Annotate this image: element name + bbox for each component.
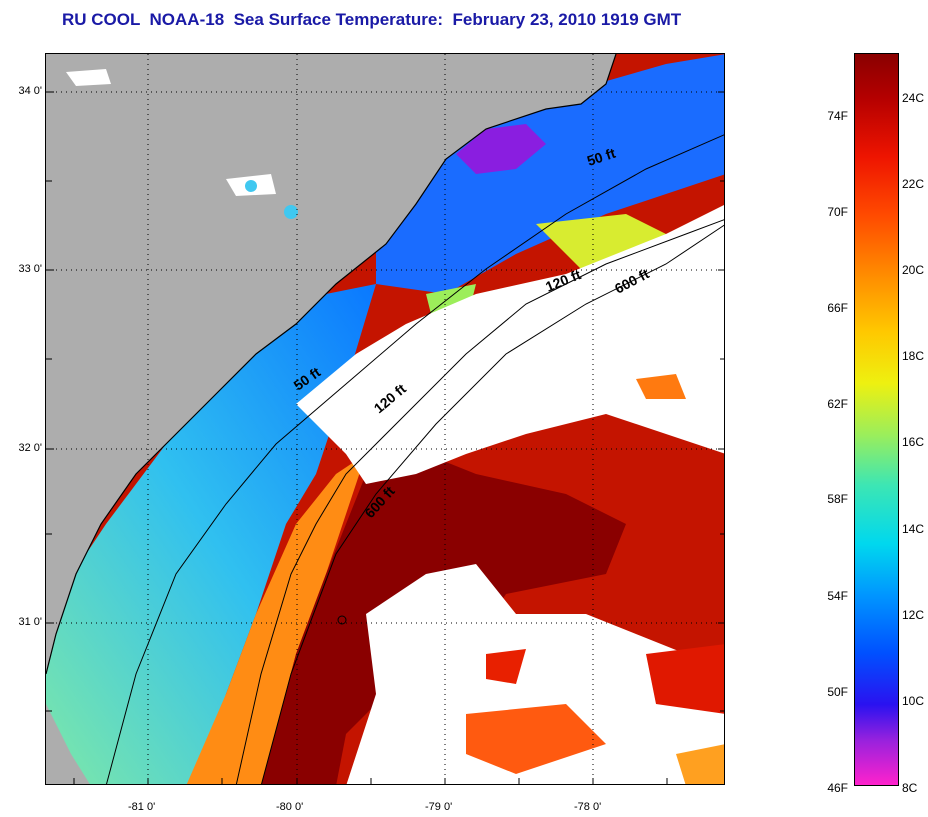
colorbar-c-label: 10C — [902, 694, 925, 708]
colorbar — [854, 53, 899, 786]
colorbar-f-label: 46F — [827, 781, 848, 795]
warm-patch-2 — [466, 704, 606, 774]
colorbar-f-label: 66F — [827, 301, 848, 315]
warm-patch-4 — [636, 374, 686, 399]
lon-label-81: -81 0' — [128, 801, 156, 813]
lat-label-31: 31 0' — [18, 616, 42, 628]
land-south — [46, 704, 90, 784]
map-title: RU COOL NOAA-18 Sea Surface Temperature:… — [62, 10, 682, 29]
colorbar-c-label: 16C — [902, 435, 925, 449]
colorbar-c-label: 20C — [902, 263, 925, 277]
colorbar-f-label: 74F — [827, 109, 848, 123]
graticule — [46, 54, 724, 784]
cloud-over-land — [66, 69, 111, 86]
colorbar-f-label: 62F — [827, 397, 848, 411]
colorbar-c-label: 24C — [902, 91, 925, 105]
ticks — [46, 91, 724, 784]
colorbar-c-label: 8C — [902, 781, 918, 795]
colorbar-c-label: 22C — [902, 177, 925, 191]
midshelf-water — [186, 454, 366, 784]
nearshore-water — [46, 284, 376, 784]
lat-label-34: 34 0' — [18, 85, 42, 97]
colorbar-f-label: 50F — [827, 685, 848, 699]
station-marker — [337, 615, 347, 625]
land — [46, 54, 616, 674]
lon-label-78: -78 0' — [574, 801, 602, 813]
warm-patch-5 — [676, 744, 724, 784]
colorbar-c-label: 12C — [902, 608, 925, 622]
cold-patch — [456, 124, 546, 174]
colorbar-f-label: 58F — [827, 492, 848, 506]
lon-label-80: -80 0' — [276, 801, 304, 813]
colorbar-c-label: 18C — [902, 349, 925, 363]
sst-map-canvas: 50 ft 50 ft 120 ft 120 ft 600 ft 600 ft — [46, 54, 724, 784]
colorbar-c-label: 14C — [902, 522, 925, 536]
isobath-120ft — [235, 219, 724, 784]
sst-map: 50 ft 50 ft 120 ft 120 ft 600 ft 600 ft — [45, 53, 725, 785]
isobath-600ft — [261, 224, 724, 784]
coastline — [46, 54, 617, 675]
warm-patch-1 — [646, 644, 724, 714]
lon-label-79: -79 0' — [425, 801, 453, 813]
lake-spot-2 — [284, 205, 298, 219]
lat-label-33: 33 0' — [18, 263, 42, 275]
colorbar-f-label: 70F — [827, 205, 848, 219]
cloud-band — [296, 205, 724, 484]
colorbar-f-label: 54F — [827, 589, 848, 603]
warm-patch-3 — [486, 649, 526, 684]
lake-spot — [245, 180, 257, 192]
north-shelf-water — [376, 54, 724, 294]
lat-label-32: 32 0' — [18, 442, 42, 454]
cloud-south — [346, 564, 724, 784]
